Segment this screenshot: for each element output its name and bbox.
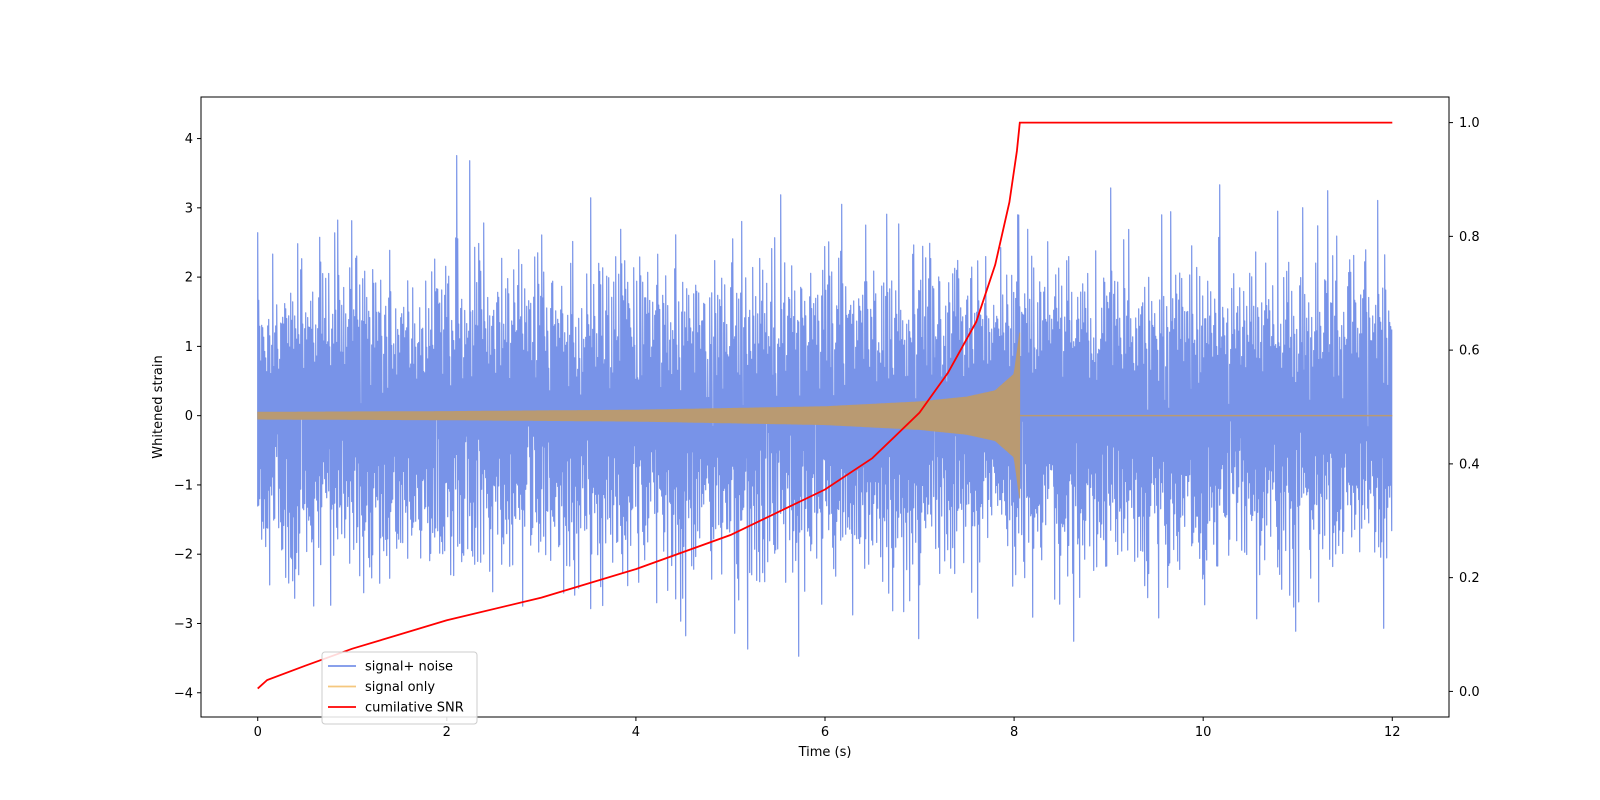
x-tick-label: 8	[1010, 725, 1018, 740]
y2-tick-label: 0.6	[1459, 344, 1480, 359]
y-tick-label: 3	[185, 201, 193, 216]
x-axis-label: Time (s)	[798, 745, 852, 760]
y-tick-label: −2	[174, 548, 193, 563]
y-tick-label: 2	[185, 271, 193, 286]
x-axis: 0 2 4 6 8 10 12	[254, 717, 1401, 740]
y-tick-label: −1	[174, 478, 193, 493]
x-tick-label: 4	[632, 725, 640, 740]
x-tick-label: 0	[254, 725, 262, 740]
y2-tick-label: 0.2	[1459, 571, 1480, 586]
legend-label: signal only	[365, 680, 435, 695]
y-tick-label: −4	[174, 686, 193, 701]
y-axis-left: −4 −3 −2 −1 0 1 2 3 4	[174, 132, 201, 701]
series-signal-noise	[257, 155, 1393, 657]
y2-tick-label: 0.0	[1459, 685, 1480, 700]
legend-label: cumilative SNR	[365, 701, 464, 716]
legend-label: signal+ noise	[365, 660, 453, 675]
x-tick-label: 12	[1384, 725, 1401, 740]
y-tick-label: 1	[185, 340, 193, 355]
legend: signal+ noise signal only cumilative SNR	[321, 651, 478, 725]
y2-tick-label: 0.8	[1459, 230, 1480, 245]
series-signal-only	[257, 332, 1021, 499]
y-tick-label: 4	[185, 132, 193, 147]
x-tick-label: 2	[443, 725, 451, 740]
legend-box	[321, 651, 478, 725]
y-tick-label: 0	[185, 409, 193, 424]
y-tick-label: −3	[174, 617, 193, 632]
y2-tick-label: 0.4	[1459, 457, 1480, 472]
x-tick-label: 6	[821, 725, 829, 740]
x-tick-label: 10	[1195, 725, 1212, 740]
y-axis-label: Whitened strain	[151, 355, 166, 458]
y2-tick-label: 1.0	[1459, 116, 1480, 131]
y-axis-right: 0.0 0.2 0.4 0.6 0.8 1.0	[1449, 116, 1480, 700]
